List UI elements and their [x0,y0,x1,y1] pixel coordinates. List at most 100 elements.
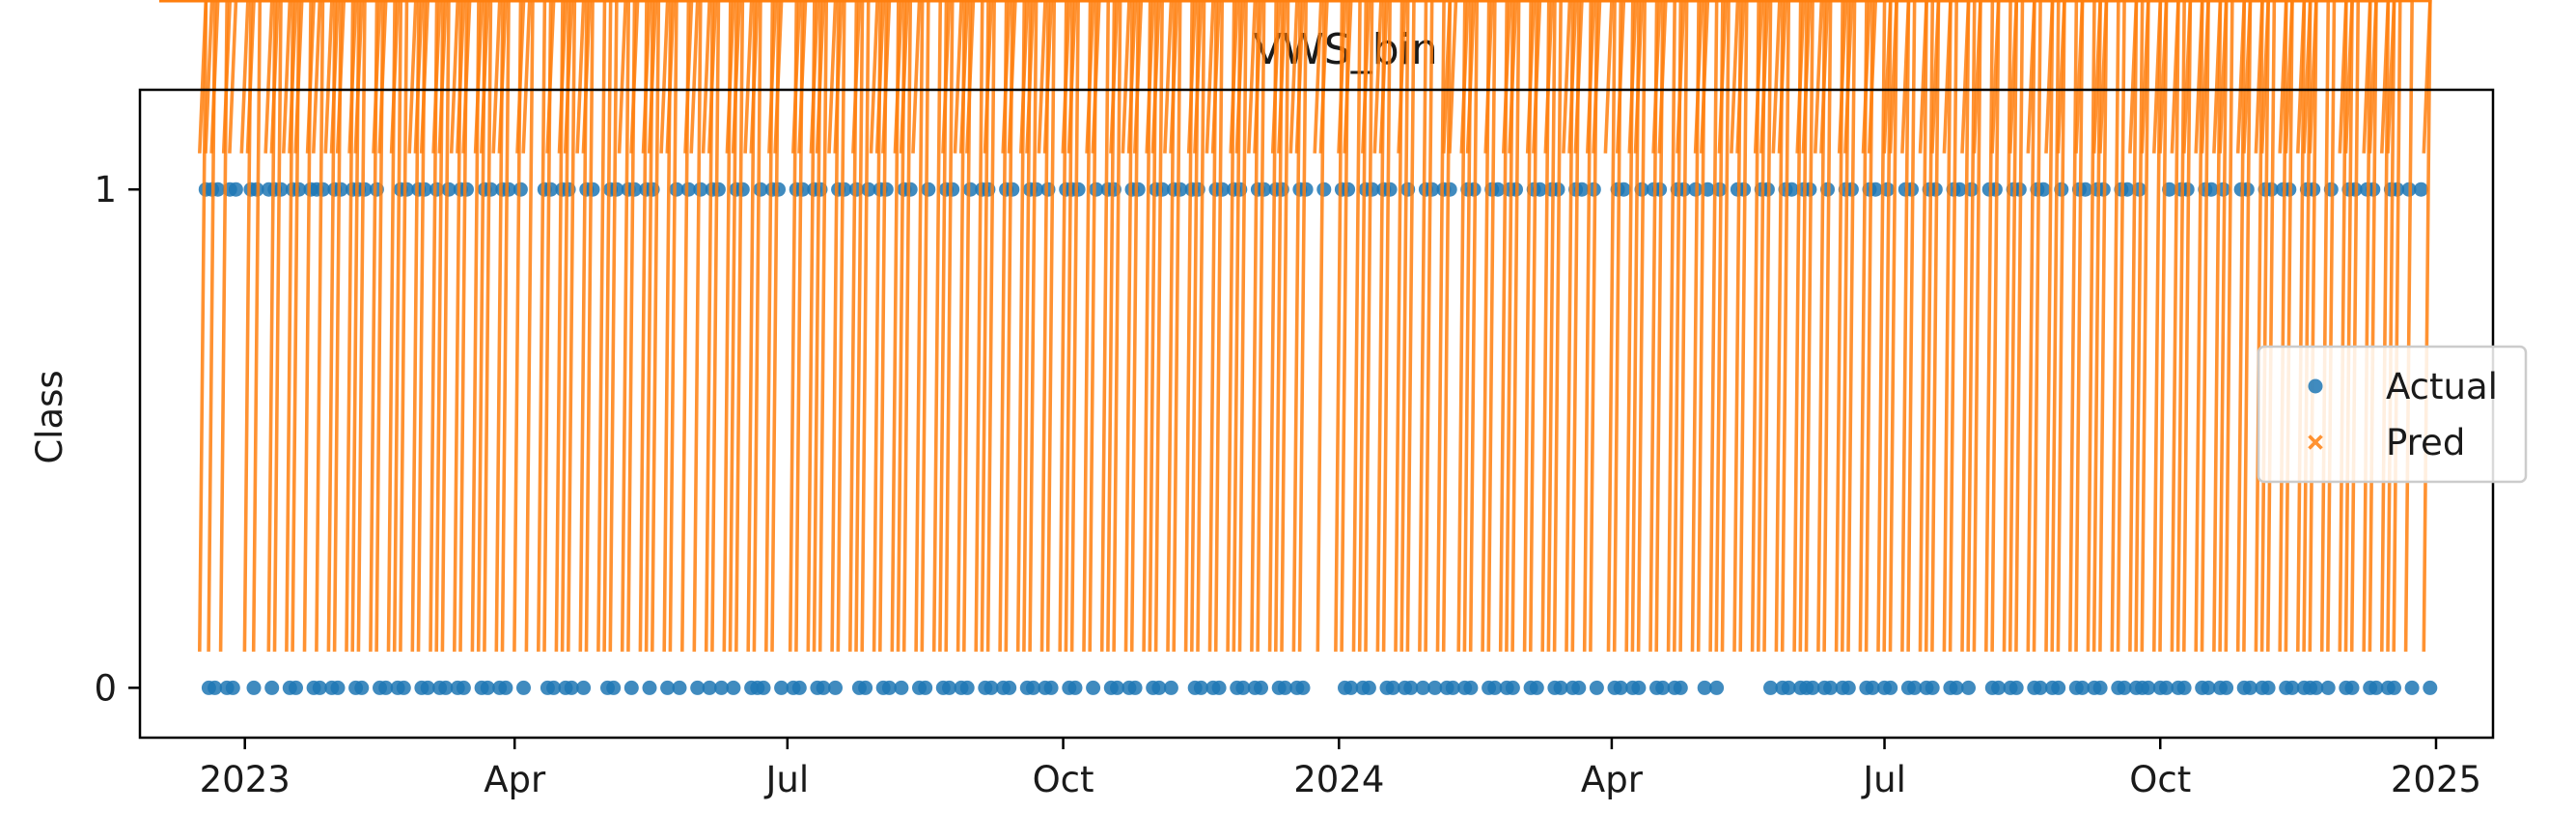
actual-point [208,680,223,695]
actual-point [228,182,243,197]
actual-point [660,680,676,695]
actual-point [2119,182,2135,197]
actual-point [2203,182,2219,197]
actual-point [626,182,642,197]
actual-point [609,182,624,197]
actual-point [1154,182,1170,197]
actual-point [1925,680,1940,695]
actual-point [2051,680,2066,695]
actual-point [693,182,708,197]
actual-point [1086,680,1101,695]
actual-point [246,680,262,695]
actual-point [726,680,741,695]
actual-point [878,182,894,197]
actual-point [2414,182,2428,197]
actual-point [2404,680,2420,695]
actual-point [1784,182,1799,197]
actual-point [1382,182,1398,197]
actual-point [1553,680,1568,695]
actual-point [642,680,657,695]
actual-point [1697,680,1712,695]
actual-point [459,182,474,197]
actual-point [1257,182,1272,197]
actual-point [1005,182,1020,197]
actual-point [902,182,918,197]
actual-point [702,680,717,695]
actual-point [378,680,394,695]
actual-point [399,182,414,197]
actual-point [962,182,978,197]
actual-point [396,680,411,695]
x-tick-label: Jul [1861,759,1906,800]
actual-point [441,182,457,197]
actual-point [512,182,528,197]
actual-point [273,182,289,197]
actual-point [1823,680,1839,695]
actual-point [2176,680,2192,695]
actual-point [623,680,639,695]
actual-point [1841,680,1856,695]
actual-point [1163,680,1178,695]
actual-point [225,680,240,695]
actual-point [1532,182,1547,197]
actual-point [369,182,384,197]
actual-point [753,182,768,197]
actual-point [1463,680,1479,695]
y-tick-label: 0 [94,667,117,709]
actual-point [734,182,750,197]
x-tick-label: 2023 [200,759,291,800]
actual-point [1613,680,1628,695]
actual-point [483,182,498,197]
actual-point [714,680,729,695]
actual-point [2368,680,2384,695]
actual-point [1865,680,1880,695]
actual-point [543,182,558,197]
legend-actual-marker [2308,378,2323,394]
actual-point [2201,680,2216,695]
actual-point [1427,680,1443,695]
actual-point [576,680,592,695]
legend-box [2257,345,2528,484]
actual-point [669,182,684,197]
actual-point [1343,680,1359,695]
actual-point [516,680,531,695]
actual-point [791,680,807,695]
actual-point [1365,182,1379,197]
actual-point [2320,680,2336,695]
actual-point [1781,680,1796,695]
actual-point [828,680,843,695]
actual-point [858,680,873,695]
actual-point [1403,680,1419,695]
actual-point [249,182,264,197]
actual-point [1002,680,1017,695]
actual-point [1805,680,1820,695]
actual-point [1193,680,1208,695]
actual-point [417,182,432,197]
actual-point [1295,680,1311,695]
actual-point [501,182,516,197]
actual-point [1316,182,1332,197]
actual-point [921,182,936,197]
y-axis-label: Class [29,370,70,463]
actual-point [561,182,576,197]
actual-point [1043,680,1059,695]
legend-pred-marker [2308,434,2323,450]
actual-point [2162,182,2177,197]
actual-point [1709,680,1725,695]
actual-point [1907,680,1923,695]
actual-point [1571,680,1587,695]
actual-point [774,680,789,695]
actual-point [2078,182,2093,197]
actual-point [881,680,897,695]
x-axis: 2023 Apr Jul Oct 2024 Apr Jul Oct 2025 [200,738,2481,800]
y-tick-label: 1 [94,169,117,210]
actual-point [498,680,513,695]
actual-point [2008,680,2024,695]
actual-point [2141,680,2156,695]
actual-point [2387,680,2401,695]
actual-point [672,680,687,695]
actual-point [585,182,600,197]
actual-point [1425,182,1440,197]
actual-point [1616,182,1631,197]
actual-point [1505,680,1520,695]
